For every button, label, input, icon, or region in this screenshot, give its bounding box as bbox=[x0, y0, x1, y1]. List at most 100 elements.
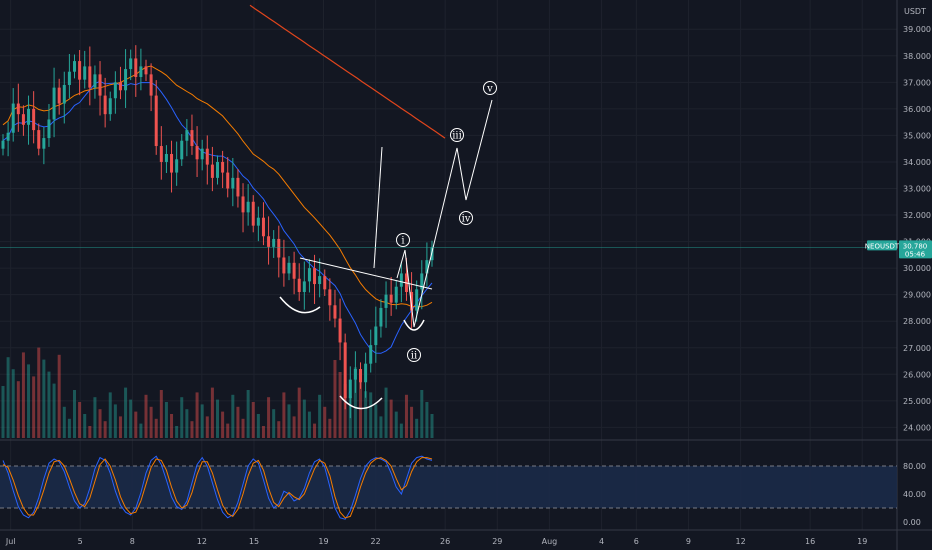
projection-line bbox=[373, 146, 383, 269]
volume-bar bbox=[297, 387, 301, 438]
volume-bar bbox=[374, 404, 378, 438]
price-tick-label: 38.000 bbox=[903, 52, 931, 61]
candle bbox=[139, 66, 143, 78]
candle bbox=[364, 363, 368, 383]
time-tick-label: 12 bbox=[735, 537, 745, 546]
price-tick-label: 39.000 bbox=[903, 25, 931, 34]
volume-bar bbox=[21, 352, 25, 438]
time-tick-label: Aug bbox=[542, 537, 558, 546]
candles bbox=[1, 45, 434, 419]
candle bbox=[261, 217, 265, 237]
volume-bar bbox=[272, 409, 276, 438]
candle bbox=[78, 61, 82, 80]
wave-label: v bbox=[486, 84, 493, 95]
volume-bar bbox=[57, 354, 61, 438]
wave-marker bbox=[407, 348, 421, 362]
candle bbox=[62, 84, 66, 104]
candle bbox=[93, 74, 97, 88]
wave-label: iv bbox=[462, 214, 471, 225]
candle bbox=[256, 217, 260, 226]
stoch-d-line bbox=[2, 457, 433, 519]
volume-bar bbox=[42, 359, 46, 438]
price-tick-label: 36.000 bbox=[903, 105, 931, 114]
wave-label: iii bbox=[452, 131, 462, 142]
candle bbox=[420, 273, 424, 290]
candle bbox=[297, 278, 301, 293]
volume-bar bbox=[226, 423, 230, 438]
volume-bars bbox=[1, 347, 434, 438]
volume-bar bbox=[16, 381, 20, 438]
volume-bar bbox=[103, 421, 107, 438]
candle bbox=[98, 74, 102, 96]
volume-bar bbox=[338, 372, 342, 438]
volume-bar bbox=[399, 423, 403, 438]
volume-bar bbox=[6, 357, 10, 438]
candle bbox=[307, 268, 311, 282]
time-tick-label: 22 bbox=[371, 537, 381, 546]
volume-bar bbox=[343, 384, 347, 438]
volume-bar bbox=[129, 399, 133, 438]
ma-mid-line bbox=[2, 65, 433, 308]
candle bbox=[32, 108, 36, 131]
volume-bar bbox=[32, 376, 36, 438]
volume-bar bbox=[430, 414, 434, 438]
volume-bar bbox=[404, 394, 408, 438]
candle bbox=[11, 103, 15, 133]
candle bbox=[246, 201, 250, 213]
volume-bar bbox=[420, 390, 424, 438]
time-tick-label: 26 bbox=[440, 537, 450, 546]
price-tick-label: 34.000 bbox=[903, 158, 931, 167]
price-tick-label: 26.000 bbox=[903, 370, 931, 379]
candle bbox=[318, 276, 322, 285]
candle bbox=[287, 262, 291, 274]
volume-bar bbox=[353, 367, 357, 438]
candle bbox=[226, 172, 230, 189]
time-tick-label: 4 bbox=[599, 537, 604, 546]
candle bbox=[216, 161, 219, 178]
candle bbox=[338, 318, 342, 343]
volume-bar bbox=[170, 414, 174, 438]
volume-bar bbox=[88, 426, 92, 438]
volume-bar bbox=[200, 404, 204, 438]
candle bbox=[149, 74, 153, 96]
volume-bar bbox=[195, 392, 199, 438]
volume-bar bbox=[205, 416, 209, 438]
volume-bar bbox=[149, 406, 153, 438]
candle bbox=[394, 286, 398, 303]
candle bbox=[241, 196, 245, 213]
wave-path bbox=[396, 99, 493, 328]
time-axis[interactable]: Jul 5 8 12 15 19 22 26 29 Aug 4 6 9 12 16 19 bbox=[5, 537, 867, 546]
symbol-tag bbox=[867, 240, 897, 251]
volume-bar bbox=[175, 426, 179, 438]
candle bbox=[210, 164, 214, 178]
candle bbox=[415, 289, 419, 311]
candle bbox=[353, 368, 357, 380]
candle bbox=[251, 201, 255, 226]
volume-bar bbox=[410, 406, 414, 438]
candle bbox=[343, 342, 347, 399]
candle bbox=[221, 161, 225, 173]
candle bbox=[272, 238, 276, 247]
candle bbox=[277, 238, 281, 258]
candle bbox=[164, 153, 168, 162]
candle bbox=[21, 114, 25, 125]
candle bbox=[129, 58, 133, 70]
time-tick-label: 6 bbox=[634, 537, 639, 546]
candle bbox=[328, 289, 332, 306]
candle bbox=[399, 273, 403, 287]
volume-bar bbox=[333, 360, 337, 438]
volume-bar bbox=[190, 421, 194, 438]
stoch-k-line bbox=[2, 455, 433, 520]
price-axis[interactable]: USDT 39.000 38.000 37.000 36.000 35.000 34.000… bbox=[903, 7, 931, 527]
volume-bar bbox=[113, 404, 117, 438]
volume-bar bbox=[210, 387, 214, 438]
volume-bar bbox=[415, 418, 419, 438]
candle bbox=[292, 262, 296, 279]
volume-bar bbox=[47, 371, 51, 438]
wave-marker bbox=[483, 81, 497, 95]
candle bbox=[27, 108, 31, 125]
candle bbox=[144, 66, 148, 75]
volume-bar bbox=[139, 423, 143, 438]
